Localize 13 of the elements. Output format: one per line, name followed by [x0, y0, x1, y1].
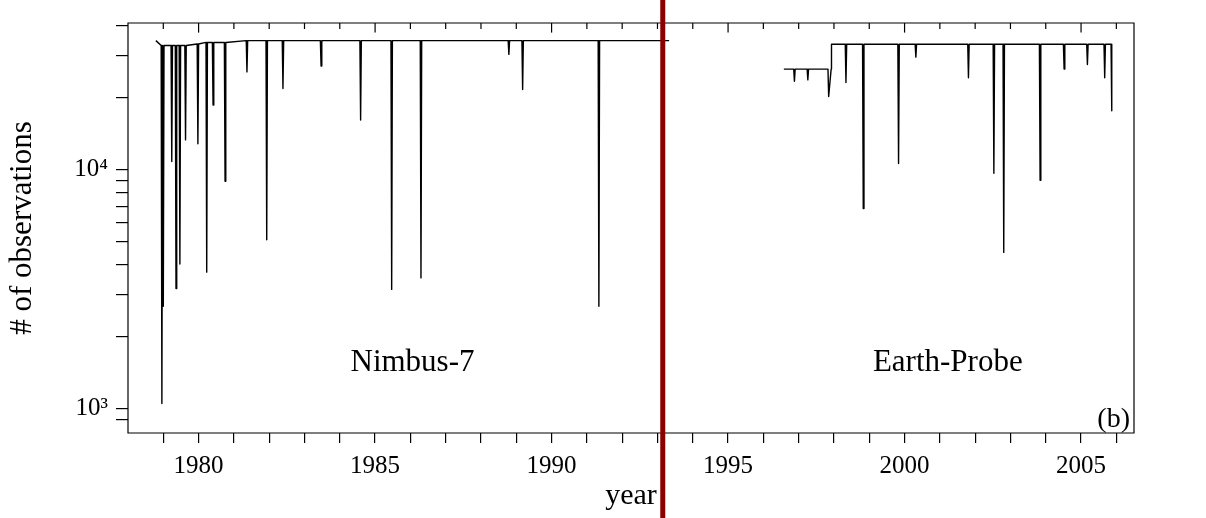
text: Nimbus-7	[350, 343, 475, 378]
x-axis-title: year	[605, 476, 657, 510]
x-tick-label: 2000	[879, 450, 930, 478]
y-tick-label: 10⁴	[74, 154, 109, 182]
x-tick-label: 1980	[173, 450, 224, 478]
y-tick-label: 10³	[75, 393, 109, 421]
text: Earth-Probe	[872, 343, 1023, 378]
x-tick-label: 1995	[703, 450, 754, 478]
x-tick-label: 2005	[1056, 450, 1107, 478]
x-tick-label: 1985	[350, 450, 401, 478]
x-tick-label: 1990	[526, 450, 577, 478]
y-axis-title: # of observations	[2, 121, 38, 335]
annotation: (b)	[1097, 402, 1130, 433]
